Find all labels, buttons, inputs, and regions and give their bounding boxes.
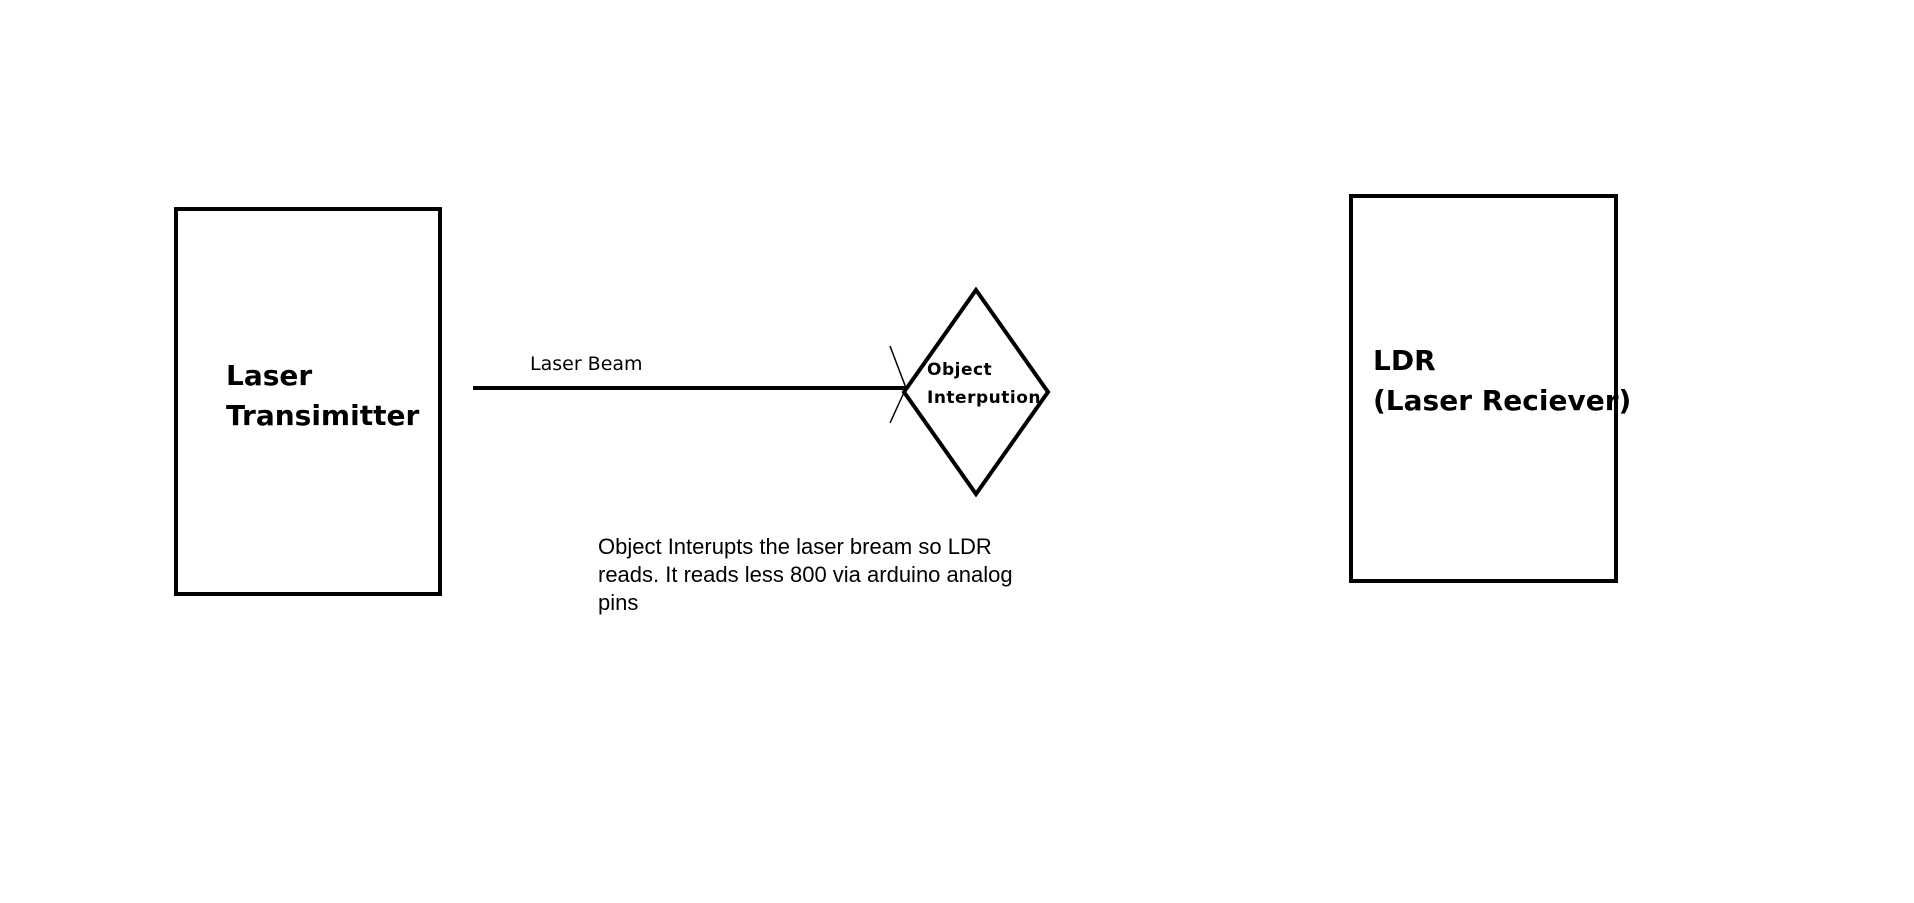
interruption-note: Object Interupts the laser bream so LDR … <box>598 534 1013 615</box>
beam-tick-upper <box>889 345 907 389</box>
laser-beam-label: Laser Beam <box>530 353 643 375</box>
laser-transmitter-box <box>174 207 442 596</box>
ldr-receiver-box <box>1349 194 1618 583</box>
object-diamond <box>901 286 1051 498</box>
laser-transmitter-label: Laser Transimitter <box>226 359 420 432</box>
ldr-receiver-label: LDR (Laser Reciever) <box>1373 344 1632 417</box>
object-interruption-label: Object Interpution <box>927 360 1041 408</box>
